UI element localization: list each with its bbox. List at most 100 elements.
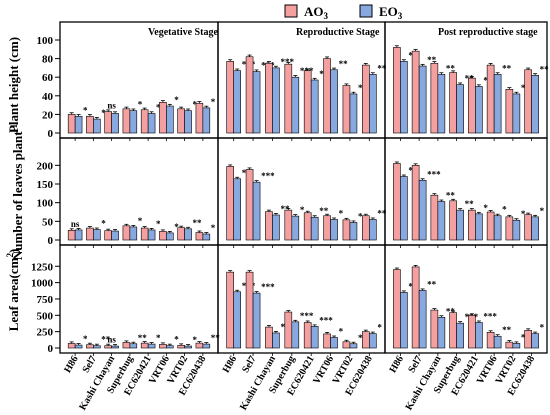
bar-ao3 [468,209,476,241]
significance-label: * [156,333,161,343]
significance-label: ** [446,63,456,73]
legend: AO3 EO3 [284,4,403,21]
bar-eo3 [369,333,377,349]
bar-eo3 [233,291,241,349]
ytick-label: 0 [48,128,54,140]
ytick-label: 20 [42,109,54,121]
bar-eo3 [291,76,300,134]
bar-eo3 [475,86,483,134]
bar-eo3 [400,61,408,134]
ytick-label: 750 [37,294,54,306]
bar-eo3 [456,84,464,134]
bar-ao3 [449,200,457,241]
bar-ao3 [122,342,131,349]
bar-ao3 [226,61,234,134]
bar-eo3 [512,343,521,349]
bar-eo3 [475,213,483,241]
ytick-label: 80 [42,54,54,66]
bar-ao3 [195,102,204,134]
significance-label: ** [138,333,148,343]
panel-title-vegetative: Vegetative Stage [148,27,218,38]
xtick-label: H86 [221,354,239,375]
significance-label: * [377,323,382,333]
bar-ao3 [323,58,331,134]
bar-ao3 [86,344,94,349]
bar-ao3 [486,211,495,241]
bar-ao3 [342,341,351,349]
ytick-label: 50 [42,216,54,228]
bar-ao3 [86,115,94,134]
bar-eo3 [129,343,138,349]
bar-eo3 [310,326,319,349]
bar-ao3 [226,271,234,349]
significance-label: ** [502,63,512,73]
bar-eo3 [456,322,464,349]
bar-eo3 [147,113,156,134]
bar-eo3 [418,290,427,349]
significance-label: ** [280,204,290,214]
bar-ao3 [245,56,254,134]
significance-label: * [358,333,363,343]
significance-label: * [193,100,198,110]
significance-label: * [138,216,143,226]
bar-eo3 [111,113,119,134]
bar-ao3 [342,85,351,134]
bar-ao3 [67,229,76,241]
panel-frame [217,21,386,139]
significance-label: ** [193,218,203,228]
panel-title-post-reproductive: Post reproductive stage [438,27,538,38]
ytick-label: 100 [37,198,54,210]
significance-label: * [540,323,545,333]
bar-ao3 [226,166,234,241]
significance-label: *** [280,57,294,67]
legend-swatch-ao3 [284,4,298,18]
bar-ao3 [486,64,495,134]
ytick-label: 1000 [31,278,54,290]
bar-ao3 [265,326,273,349]
bar-ao3 [303,212,312,241]
significance-label: * [101,108,106,118]
bar-ao3 [505,341,514,349]
xtick-label: Sel7 [406,354,424,375]
significance-label: * [521,83,526,93]
bar-eo3 [202,107,211,134]
bar-eo3 [166,105,174,134]
bar-ao3 [393,47,401,134]
significance-label: ** [502,325,512,335]
bar-eo3 [184,345,192,349]
bar-ao3 [303,322,312,349]
significance-label: ** [377,63,387,73]
significance-label: * [300,205,305,215]
bar-eo3 [147,229,156,241]
bar-eo3 [456,209,464,241]
bar-eo3 [93,345,101,349]
significance-label: ** [377,208,387,218]
significance-label: ** [465,199,475,209]
significance-label: * [521,209,526,219]
bar-ao3 [104,345,112,349]
bar-eo3 [252,71,261,134]
ytick-label: 250 [37,327,54,339]
bar-eo3 [330,69,338,134]
bar-ao3 [362,215,370,241]
bar-ao3 [362,331,370,349]
bar-ao3 [284,209,293,241]
bar-eo3 [272,332,280,349]
ytick-label: 150 [37,179,54,191]
bar-eo3 [74,115,83,134]
significance-label: ** [427,55,437,65]
bar-eo3 [310,216,319,241]
bar-eo3 [74,344,83,349]
bar-ao3 [323,333,331,349]
bar-eo3 [74,229,83,241]
bar-ao3 [430,309,439,349]
bar-eo3 [369,219,377,241]
bar-ao3 [177,227,185,241]
bar-ao3 [284,63,293,134]
legend-swatch-eo3 [359,4,373,18]
significance-label: ** [427,279,437,289]
bar-ao3 [430,194,439,241]
ytick-label: 0 [48,235,54,247]
panel-title-reproductive: Reproductive Stage [296,27,380,38]
panel-frame [59,137,219,246]
